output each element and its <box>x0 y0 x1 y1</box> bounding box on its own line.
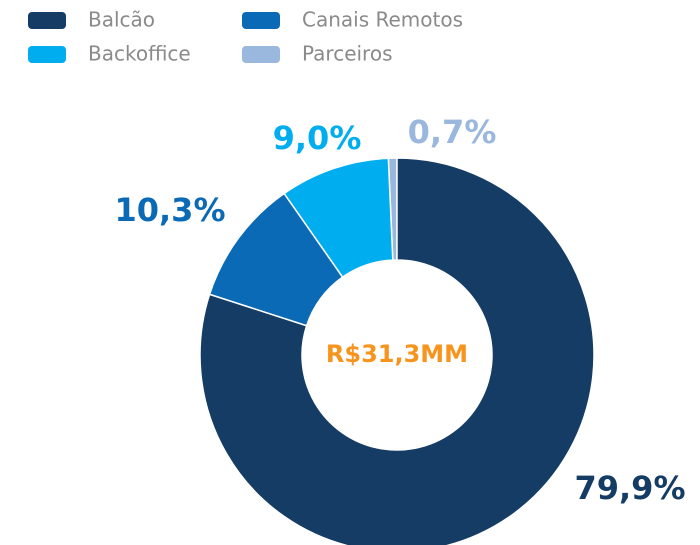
value-label: 10,3% <box>114 191 225 229</box>
legend-label: Balcão <box>88 8 155 32</box>
value-label: 0,7% <box>408 113 497 151</box>
legend-swatch <box>28 46 66 63</box>
legend-label: Canais Remotos <box>302 8 463 32</box>
donut-slice <box>208 192 344 327</box>
donut-slice <box>199 157 595 545</box>
legend-label: Parceiros <box>302 42 393 66</box>
legend-swatch <box>28 12 66 29</box>
value-label: 79,9% <box>574 469 685 507</box>
legend-swatch <box>242 12 280 29</box>
value-label: 9,0% <box>273 119 362 157</box>
donut-slice <box>283 157 394 279</box>
center-label: R$31,3MM <box>326 340 468 368</box>
legend-label: Backoffice <box>88 42 191 66</box>
legend-swatch <box>242 46 280 63</box>
